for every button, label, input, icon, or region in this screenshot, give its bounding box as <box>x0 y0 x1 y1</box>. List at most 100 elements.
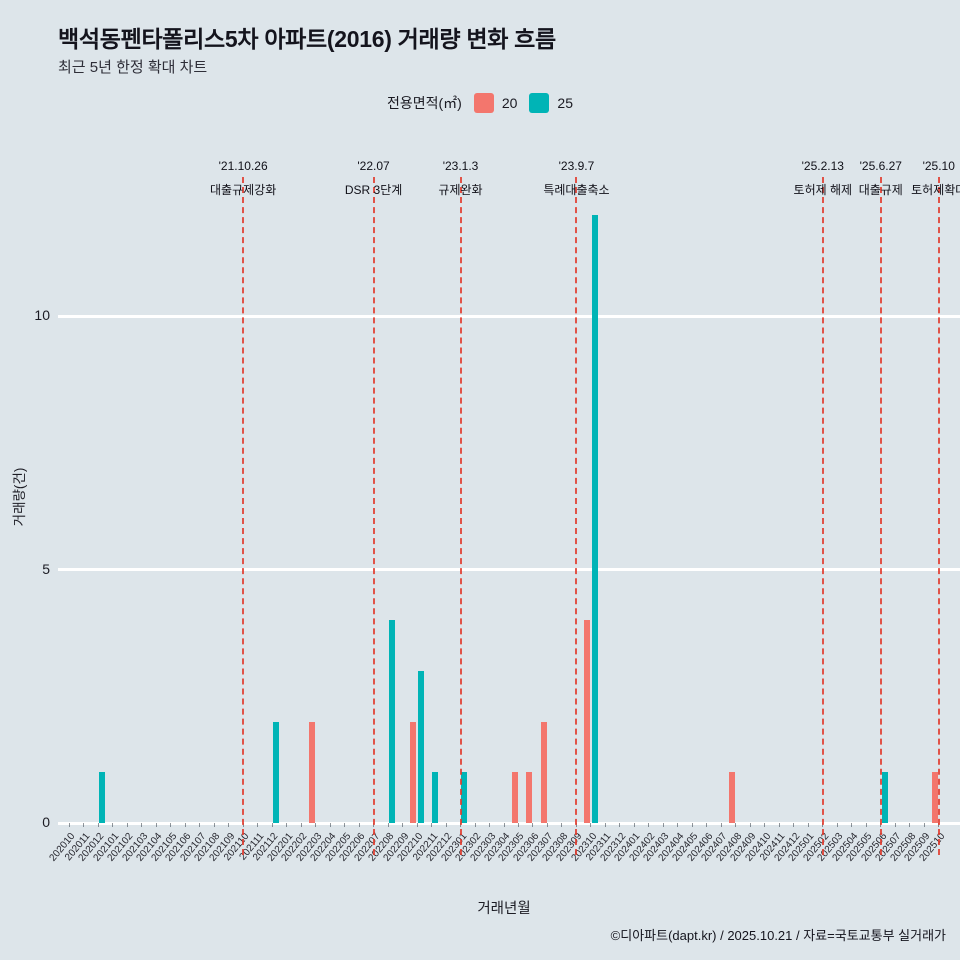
legend-item-25[interactable]: 25 <box>529 93 573 113</box>
legend-swatch-20[interactable] <box>473 93 494 113</box>
bar-20-202510 <box>931 772 938 823</box>
legend-title: 전용면적(㎡) <box>386 95 462 111</box>
x-tick-mark <box>300 823 302 827</box>
policy-line-202207 <box>372 177 375 855</box>
x-tick-mark <box>83 823 85 827</box>
policy-label: 대출규제강화 <box>210 183 277 197</box>
x-tick-mark <box>141 823 143 827</box>
legend-swatch-25[interactable] <box>529 93 550 113</box>
x-tick-mark <box>604 823 606 827</box>
y-tick-label: 10 <box>34 307 50 323</box>
x-tick-mark <box>68 823 70 827</box>
x-tick-mark <box>851 823 853 827</box>
policy-label: 토허제 해제 <box>793 183 853 197</box>
x-tick-mark <box>677 823 679 827</box>
x-tick-mark <box>155 823 157 827</box>
x-tick-mark <box>720 823 722 827</box>
bar-20-202310 <box>584 620 591 823</box>
policy-date: '21.10.26 <box>218 159 268 173</box>
x-tick-mark <box>271 823 273 827</box>
legend-item-20[interactable]: 20 <box>473 93 518 113</box>
x-tick-mark <box>706 823 708 827</box>
x-tick-mark <box>315 823 317 827</box>
legend: 전용면적(㎡) 20 25 <box>0 93 960 113</box>
bar-20-202408 <box>729 772 736 823</box>
x-tick-mark <box>865 823 867 827</box>
policy-line-202301 <box>459 177 462 855</box>
bar-20-202305 <box>511 772 518 823</box>
policy-line-202510 <box>937 177 940 855</box>
policy-label: 대출규제 <box>858 183 903 197</box>
policy-date: '25.2.13 <box>801 159 844 173</box>
y-tick-label: 5 <box>42 560 50 577</box>
x-tick-mark <box>213 823 215 827</box>
x-tick-mark <box>445 823 447 827</box>
policy-label: DSR 3단계 <box>344 183 403 197</box>
x-tick-mark <box>126 823 128 827</box>
bar-25-202112 <box>272 721 279 823</box>
x-tick-mark <box>836 823 838 827</box>
x-tick-mark <box>228 823 230 827</box>
x-tick-mark <box>474 823 476 827</box>
x-tick-mark <box>735 823 737 827</box>
x-tick-mark <box>749 823 751 827</box>
bar-20-202210 <box>410 721 417 823</box>
x-tick-mark <box>778 823 780 827</box>
bar-20-202306 <box>526 772 533 823</box>
x-axis-title: 거래년월 <box>477 901 531 917</box>
bar-20-202203 <box>308 721 315 823</box>
x-tick-mark <box>807 823 809 827</box>
x-tick-mark <box>358 823 360 827</box>
page-title: 백석동펜타폴리스5차 아파트(2016) 거래량 변화 흐름 <box>58 26 556 52</box>
legend-item-label: 25 <box>557 95 573 111</box>
x-tick-mark <box>97 823 99 827</box>
x-tick-mark <box>894 823 896 827</box>
policy-date: '23.9.7 <box>558 159 595 173</box>
bar-25-202012 <box>99 772 106 823</box>
x-tick-mark <box>923 823 925 827</box>
x-tick-mark <box>431 823 433 827</box>
x-tick-mark <box>184 823 186 827</box>
x-tick-mark <box>489 823 490 827</box>
x-tick-mark <box>764 823 766 827</box>
policy-label: 토허제확대 <box>911 183 960 197</box>
policy-date: '23.1.3 <box>442 159 479 173</box>
y-axis-title: 거래량(건) <box>12 467 27 527</box>
x-tick-mark <box>619 823 621 827</box>
source-credit: ©디아파트(dapt.kr) / 2025.10.21 / 자료=국토교통부 실… <box>610 928 946 943</box>
bar-25-202310 <box>591 214 598 823</box>
x-tick-mark <box>416 823 418 827</box>
y-tick-label: 0 <box>42 814 50 830</box>
x-tick-mark <box>633 823 635 827</box>
x-tick-mark <box>532 823 534 827</box>
bar-25-202211 <box>432 772 439 823</box>
legend-item-label: 20 <box>501 95 518 111</box>
x-tick-mark <box>329 823 331 827</box>
bar-25-202301 <box>461 772 468 823</box>
x-tick-mark <box>590 823 592 827</box>
bar-20-202307 <box>540 721 547 823</box>
policy-line-202309 <box>575 177 578 855</box>
policy-line-202506 <box>879 177 882 855</box>
bar-25-202506 <box>881 772 888 823</box>
x-tick-mark <box>517 823 519 827</box>
x-tick-mark <box>793 823 795 827</box>
policy-label: 규제완화 <box>438 183 483 197</box>
x-tick-mark <box>199 823 201 827</box>
gridline-10 <box>58 314 960 318</box>
bar-25-202210 <box>417 670 424 823</box>
x-tick-mark <box>691 823 693 827</box>
x-tick-mark <box>909 823 911 827</box>
x-tick-mark <box>546 823 548 827</box>
x-tick-mark <box>387 823 389 827</box>
policy-line-202502 <box>821 177 824 855</box>
x-tick-mark <box>344 823 346 827</box>
x-tick-mark <box>561 823 563 827</box>
policy-date: '25.10 <box>922 159 955 173</box>
x-tick-mark <box>170 823 172 827</box>
page-subtitle: 최근 5년 한정 확대 차트 <box>58 59 208 76</box>
gridline-5 <box>58 568 960 571</box>
policy-date: '25.6.27 <box>859 159 902 173</box>
x-tick-mark <box>257 823 259 827</box>
policy-line-202110 <box>242 177 245 855</box>
